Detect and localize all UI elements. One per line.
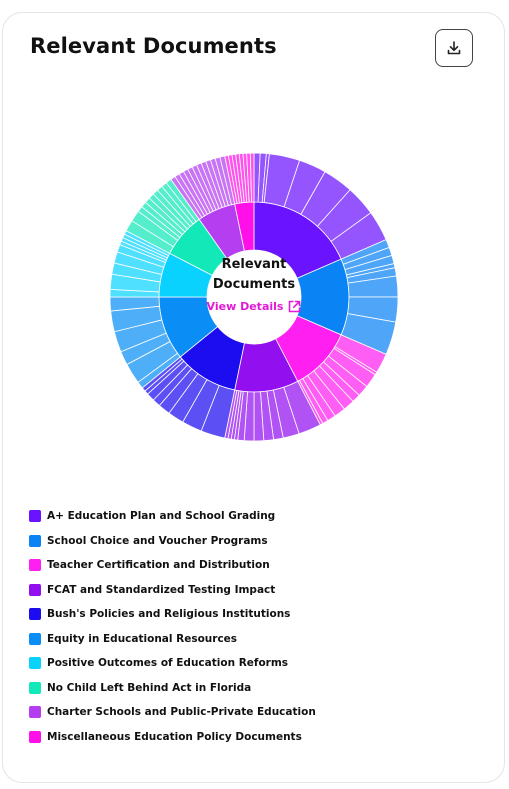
legend-swatch [29,632,41,645]
sunburst-document-10-8[interactable] [249,152,255,203]
legend-label: School Choice and Voucher Programs [47,534,268,547]
legend-item[interactable]: Miscellaneous Education Policy Documents [29,725,316,750]
legend-item[interactable]: FCAT and Standardized Testing Impact [29,578,316,603]
legend-label: No Child Left Behind Act in Florida [47,681,252,694]
legend-label: FCAT and Standardized Testing Impact [47,583,276,596]
legend-item[interactable]: A+ Education Plan and School Grading [29,504,316,529]
legend-item[interactable]: Charter Schools and Public-Private Educa… [29,700,316,725]
legend-swatch [29,657,41,670]
legend-swatch [29,510,41,523]
legend-label: Equity in Educational Resources [47,632,238,645]
view-details-link[interactable]: View Details [206,296,302,316]
view-details-label: View Details [206,299,284,313]
legend-item[interactable]: School Choice and Voucher Programs [29,529,316,554]
legend-item[interactable]: Bush's Policies and Religious Institutio… [29,602,316,627]
legend-label: Teacher Certification and Distribution [47,559,270,572]
legend-label: Charter Schools and Public-Private Educa… [47,706,316,719]
legend-swatch [29,559,41,572]
center-label-line1: Relevant [221,257,287,272]
legend-label: A+ Education Plan and School Grading [47,510,276,523]
chart-legend: A+ Education Plan and School Grading Scho… [29,504,316,749]
download-button[interactable] [435,29,473,67]
legend-item[interactable]: Positive Outcomes of Education Reforms [29,651,316,676]
legend-label: Miscellaneous Education Policy Documents [47,730,302,743]
download-icon [447,41,461,55]
legend-item[interactable]: Equity in Educational Resources [29,627,316,652]
legend-label: Positive Outcomes of Education Reforms [47,657,289,670]
legend-item[interactable]: No Child Left Behind Act in Florida [29,676,316,701]
legend-swatch [29,730,41,743]
legend-swatch [29,706,41,719]
legend-label: Bush's Policies and Religious Institutio… [47,608,291,621]
legend-swatch [29,583,41,596]
legend-item[interactable]: Teacher Certification and Distribution [29,553,316,578]
legend-swatch [29,534,41,547]
chart-center-label: Relevant Documents [206,255,302,295]
center-label-line2: Documents [212,277,296,292]
legend-swatch [29,681,41,694]
legend-swatch [29,608,41,621]
page-title: Relevant Documents [30,34,277,58]
external-link-icon [289,300,301,312]
